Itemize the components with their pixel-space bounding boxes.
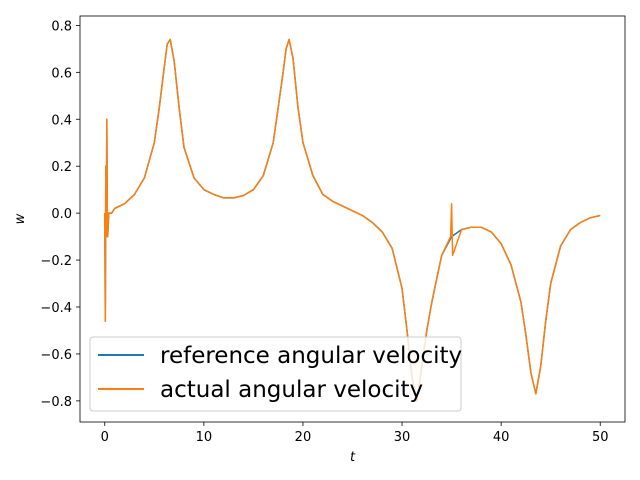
series-lines	[104, 38, 601, 402]
legend: reference angular velocity actual angula…	[89, 336, 462, 412]
legend-label-actual: actual angular velocity	[160, 377, 423, 403]
plot-frame	[79, 15, 626, 423]
y-tick-label: −0.2	[40, 254, 72, 269]
legend-box	[89, 336, 462, 412]
x-tick-label: 10	[196, 430, 213, 445]
x-tick-label: 20	[295, 430, 312, 445]
y-tick-label: 0.2	[51, 160, 72, 175]
legend-label-reference: reference angular velocity	[160, 343, 462, 369]
axis-ticks: 0 10 20 30 40 50 −0.8 −0.6 −0.4 −0.2 0.0 0.2 0.4 0.6 0…	[40, 19, 608, 445]
x-tick-label: 50	[592, 430, 609, 445]
series-line-actual	[104, 38, 601, 402]
y-axis-label: w	[13, 213, 28, 224]
y-tick-label: −0.4	[40, 301, 72, 316]
x-tick-label: 30	[394, 430, 411, 445]
x-axis-label: t	[350, 450, 356, 465]
y-tick-label: 0.0	[51, 207, 72, 222]
y-tick-label: 0.8	[51, 19, 72, 34]
y-tick-label: 0.6	[51, 66, 72, 81]
y-tick-label: 0.4	[51, 113, 72, 128]
x-tick-label: 40	[493, 430, 510, 445]
y-tick-label: −0.6	[40, 348, 72, 363]
y-tick-label: −0.8	[40, 395, 72, 410]
x-tick-label: 0	[101, 430, 109, 445]
